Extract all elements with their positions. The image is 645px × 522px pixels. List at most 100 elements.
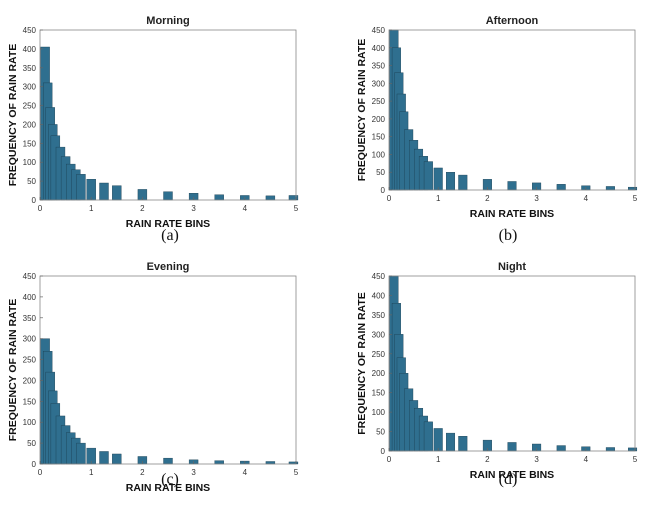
bar-evening-12 xyxy=(112,453,122,465)
ytick-label-night-7: 350 xyxy=(372,311,386,320)
ytick-label-evening-6: 300 xyxy=(23,335,37,344)
x-axis-label-evening: RAIN RATE BINS xyxy=(126,482,210,494)
bar-night-14 xyxy=(507,442,517,452)
ytick-label-afternoon-6: 300 xyxy=(372,79,386,88)
chart-svg-evening: 0 50 100 150 200 250 300 350 400 450 0 1 2 3 4 5 Evening… xyxy=(7,261,299,494)
chart-caption-evening: (c) xyxy=(161,471,179,488)
bar-afternoon-12 xyxy=(458,174,468,191)
xtick-label-morning-4: 4 xyxy=(243,204,248,213)
ytick-label-morning-9: 450 xyxy=(23,26,37,35)
ytick-label-afternoon-8: 400 xyxy=(372,44,386,53)
bar-afternoon-16 xyxy=(556,184,566,191)
x-axis-label-night: RAIN RATE BINS xyxy=(470,469,554,481)
y-axis-label-evening: FREQUENCY OF RAIN RATE xyxy=(7,299,19,442)
y-axis-label-afternoon: FREQUENCY OF RAIN RATE xyxy=(356,39,368,182)
bar-night-9 xyxy=(423,421,433,452)
ytick-label-evening-5: 250 xyxy=(23,356,37,365)
y-axis-label-night: FREQUENCY OF RAIN RATE xyxy=(356,292,368,435)
ytick-label-night-9: 450 xyxy=(372,272,386,281)
chart-panel-night: 0 50 100 150 200 250 300 350 400 450 0 1 2 3 4 5 Night RA… xyxy=(322,261,644,522)
ytick-label-night-2: 100 xyxy=(372,408,386,417)
chart-svg-night: 0 50 100 150 200 250 300 350 400 450 0 1 2 3 4 5 Night RA… xyxy=(356,261,638,481)
ytick-label-night-5: 250 xyxy=(372,350,386,359)
ytick-label-night-0: 0 xyxy=(381,447,386,456)
ytick-label-morning-2: 100 xyxy=(23,158,37,167)
bar-afternoon-14 xyxy=(507,181,517,191)
ytick-label-night-8: 400 xyxy=(372,291,386,300)
ytick-label-afternoon-2: 100 xyxy=(372,150,386,159)
ytick-label-evening-3: 150 xyxy=(23,397,37,406)
bar-night-12 xyxy=(458,436,468,452)
xtick-label-evening-5: 5 xyxy=(294,468,299,477)
ytick-label-evening-1: 50 xyxy=(27,439,36,448)
ytick-label-evening-0: 0 xyxy=(32,460,37,469)
xtick-label-morning-1: 1 xyxy=(89,204,94,213)
ytick-label-night-6: 300 xyxy=(372,330,386,339)
chart-title-night: Night xyxy=(498,261,526,273)
xtick-label-morning-0: 0 xyxy=(38,204,43,213)
xtick-label-night-1: 1 xyxy=(436,455,441,464)
axes-frame-afternoon xyxy=(388,29,636,191)
ytick-label-night-3: 150 xyxy=(372,389,386,398)
bar-afternoon-9 xyxy=(423,161,433,191)
ytick-label-evening-4: 200 xyxy=(23,376,37,385)
xtick-label-night-5: 5 xyxy=(633,455,638,464)
chart-title-morning: Morning xyxy=(146,15,189,27)
bar-afternoon-11 xyxy=(445,172,456,191)
bar-night-11 xyxy=(445,432,456,452)
bar-morning-10 xyxy=(86,179,96,201)
ytick-label-evening-2: 100 xyxy=(23,418,37,427)
chart-title-evening: Evening xyxy=(147,261,190,273)
xtick-label-night-4: 4 xyxy=(584,455,589,464)
ytick-label-morning-5: 250 xyxy=(23,102,37,111)
xtick-label-afternoon-0: 0 xyxy=(387,194,392,203)
xtick-label-night-3: 3 xyxy=(534,455,539,464)
bar-afternoon-19 xyxy=(628,186,638,191)
bar-night-19 xyxy=(628,447,638,452)
x-axis-label-afternoon: RAIN RATE BINS xyxy=(470,208,554,220)
ytick-label-morning-4: 200 xyxy=(23,120,37,129)
bar-night-10 xyxy=(433,428,443,452)
chart-caption-morning: (a) xyxy=(161,227,179,244)
bar-night-16 xyxy=(556,445,566,452)
ytick-label-afternoon-0: 0 xyxy=(381,186,386,195)
bar-afternoon-18 xyxy=(605,186,615,191)
bar-evening-9 xyxy=(76,442,86,465)
y-axis-label-morning: FREQUENCY OF RAIN RATE xyxy=(7,44,19,187)
chart-panel-evening: 0 50 100 150 200 250 300 350 400 450 0 1 2 3 4 5 Evening… xyxy=(0,261,322,522)
ytick-label-afternoon-7: 350 xyxy=(372,62,386,71)
ytick-label-morning-1: 50 xyxy=(27,177,36,186)
xtick-label-evening-1: 1 xyxy=(89,468,94,477)
xtick-label-morning-2: 2 xyxy=(140,204,145,213)
bar-morning-18 xyxy=(265,195,276,201)
ytick-label-afternoon-4: 200 xyxy=(372,115,386,124)
chart-svg-afternoon: 0 50 100 150 200 250 300 350 400 450 0 1 2 3 4 5 Afterno… xyxy=(356,15,638,220)
bar-evening-11 xyxy=(99,451,109,465)
x-axis-label-morning: RAIN RATE BINS xyxy=(126,218,210,230)
ytick-label-night-1: 50 xyxy=(376,428,385,437)
xtick-label-evening-3: 3 xyxy=(191,468,196,477)
ytick-label-morning-3: 150 xyxy=(23,139,37,148)
ytick-label-morning-0: 0 xyxy=(32,196,37,205)
plot-area-morning xyxy=(40,30,296,200)
xtick-label-morning-5: 5 xyxy=(294,204,299,213)
ytick-label-morning-7: 350 xyxy=(23,64,37,73)
bar-morning-9 xyxy=(76,174,86,201)
xtick-label-evening-4: 4 xyxy=(243,468,248,477)
ytick-label-evening-8: 400 xyxy=(23,293,37,302)
xtick-label-afternoon-5: 5 xyxy=(633,194,638,203)
axes-frame-morning xyxy=(39,29,297,201)
xtick-label-evening-2: 2 xyxy=(140,468,145,477)
ytick-label-morning-8: 400 xyxy=(23,45,37,54)
xtick-label-night-2: 2 xyxy=(485,455,490,464)
bar-morning-12 xyxy=(112,185,122,201)
ytick-label-afternoon-5: 250 xyxy=(372,97,386,106)
ytick-label-evening-9: 450 xyxy=(23,272,37,281)
xtick-label-night-0: 0 xyxy=(387,455,392,464)
bar-evening-14 xyxy=(163,457,173,465)
chart-caption-afternoon: (b) xyxy=(498,227,518,244)
axes-frame-evening xyxy=(39,275,297,465)
ytick-label-morning-6: 300 xyxy=(23,83,37,92)
xtick-label-afternoon-1: 1 xyxy=(436,194,441,203)
bar-morning-19 xyxy=(288,195,299,201)
